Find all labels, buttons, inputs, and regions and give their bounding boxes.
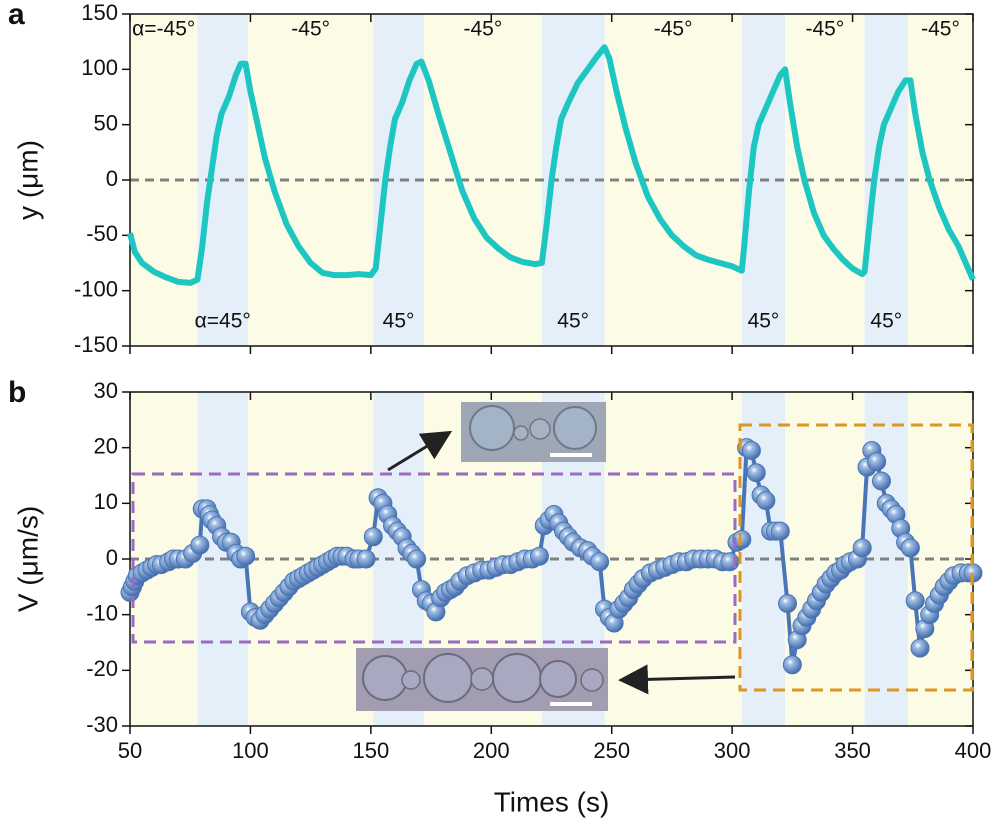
y-tick-label: 0 <box>106 166 118 191</box>
region-label: -45° <box>654 18 693 41</box>
y-tick-label: 0 <box>106 545 118 570</box>
data-point <box>871 471 891 491</box>
data-point <box>407 549 427 569</box>
inset-image <box>356 648 608 711</box>
panel-label: b <box>8 376 26 409</box>
x-tick-label: 50 <box>118 738 142 763</box>
data-point <box>356 549 376 569</box>
x-tick-label: 150 <box>352 738 389 763</box>
data-point <box>778 594 798 614</box>
data-point <box>900 538 920 558</box>
data-point <box>867 452 887 472</box>
x-tick-label: 250 <box>593 738 630 763</box>
data-point <box>910 638 930 658</box>
x-tick-label: 400 <box>955 738 992 763</box>
region-label: -45° <box>291 18 330 41</box>
highlight-box <box>131 472 737 644</box>
data-point <box>782 655 802 675</box>
y-tick-label: 50 <box>94 110 118 135</box>
y-tick-label: 10 <box>94 489 118 514</box>
y-tick-label: -150 <box>74 332 118 357</box>
y-axis-label: y (μm) <box>12 140 43 220</box>
data-point <box>363 527 383 547</box>
x-tick-label: 300 <box>714 738 751 763</box>
y-tick-label: 150 <box>81 0 118 25</box>
arrow <box>618 664 736 695</box>
data-line <box>127 44 976 286</box>
y-tick-label: -20 <box>86 656 118 681</box>
y-tick-label: -10 <box>86 600 118 625</box>
x-tick-label: 350 <box>834 738 871 763</box>
region-label: α=-45° <box>132 18 195 41</box>
data-point <box>529 546 549 566</box>
y-tick-label: -50 <box>86 221 118 246</box>
data-point <box>905 591 925 611</box>
y-axis-label: V (μm/s) <box>12 506 43 612</box>
data-point <box>590 552 610 572</box>
x-tick-label: 200 <box>473 738 510 763</box>
region-label: α=45° <box>195 310 251 333</box>
region-label: -45° <box>463 18 502 41</box>
data-point <box>746 463 766 483</box>
y-tick-label: 20 <box>94 433 118 458</box>
region-label: 45° <box>383 310 415 333</box>
x-tick-label: 100 <box>232 738 269 763</box>
region-label: 45° <box>870 310 902 333</box>
data-point <box>732 530 752 550</box>
overlay <box>131 402 974 711</box>
y-tick-label: 30 <box>94 378 118 403</box>
y-tick-label: 100 <box>81 55 118 80</box>
arrow <box>387 430 453 472</box>
data-point <box>770 521 790 541</box>
x-axis-label: Times (s) <box>494 786 610 817</box>
inset-image <box>461 402 606 462</box>
region-label: -45° <box>921 18 960 41</box>
data-point <box>741 440 761 460</box>
highlight-box <box>738 423 974 692</box>
y-tick-label: -30 <box>86 712 118 737</box>
region-label: 45° <box>748 310 780 333</box>
region-label: 45° <box>557 310 589 333</box>
panel-label: a <box>8 0 25 31</box>
data-point <box>756 491 776 511</box>
data-point <box>236 546 256 566</box>
region-label: -45° <box>805 18 844 41</box>
data-point <box>190 535 210 555</box>
panel-b: -30 -20 -10 0 10 20 30 50 100 150 200 250 300 350 400 b… <box>8 376 991 817</box>
y-tick-label: -100 <box>74 276 118 301</box>
data-point <box>852 538 872 558</box>
panel-a: α=-45° α=45° -45° 45° -45° 45° -45° 45° -45° 45° -… <box>8 0 976 357</box>
